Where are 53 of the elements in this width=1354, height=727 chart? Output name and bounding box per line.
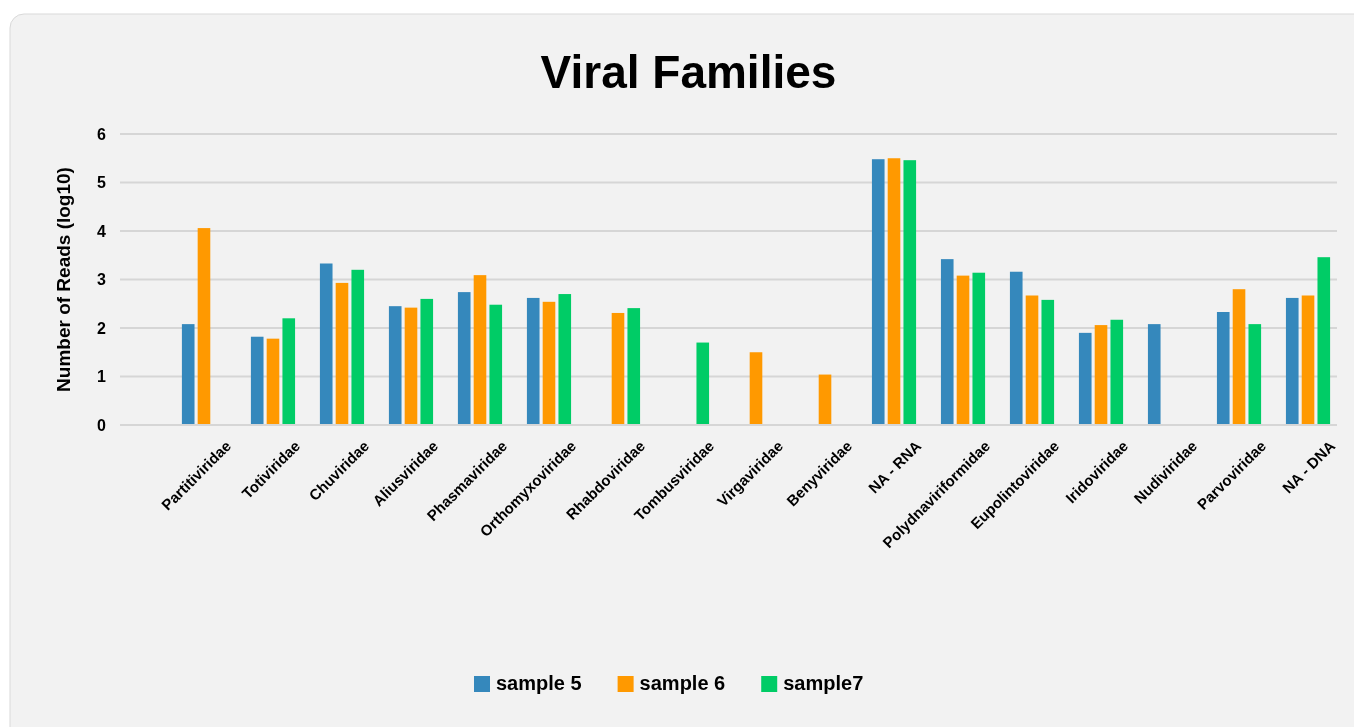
bar (887, 158, 901, 425)
bar (1285, 297, 1299, 425)
bar (1041, 299, 1055, 425)
bar (1094, 325, 1108, 425)
bar (457, 292, 471, 425)
bar (542, 301, 556, 425)
legend-label: sample7 (783, 672, 864, 694)
bar (1009, 271, 1023, 425)
bar (1216, 312, 1230, 425)
bar (420, 298, 434, 425)
bar (282, 318, 296, 425)
bar (1147, 324, 1161, 425)
bar (903, 160, 917, 425)
bar (250, 336, 264, 425)
bar (526, 297, 540, 425)
bar (940, 259, 954, 425)
bar (319, 263, 333, 425)
bar (197, 228, 211, 425)
bar (1025, 295, 1039, 425)
bar (1301, 295, 1315, 425)
bar (871, 159, 885, 425)
bar (181, 324, 195, 425)
bar (749, 352, 763, 425)
bar (1078, 332, 1092, 425)
bar (1317, 257, 1331, 425)
chart-title: Viral Families (540, 46, 837, 98)
bar (404, 307, 418, 425)
y-tick-label: 4 (97, 222, 107, 240)
bar (489, 304, 503, 425)
y-tick-label: 5 (97, 174, 107, 192)
bar (473, 275, 487, 425)
bar (266, 338, 280, 425)
y-tick-label: 0 (97, 416, 107, 434)
y-tick-label: 3 (97, 271, 107, 289)
bar (335, 282, 349, 425)
bar (1110, 319, 1124, 425)
y-tick-label: 1 (97, 368, 107, 386)
bar (351, 269, 365, 425)
bar (818, 374, 832, 425)
legend-label: sample 5 (496, 672, 582, 694)
y-tick-label: 6 (97, 125, 107, 143)
bar (558, 294, 572, 425)
bar (611, 312, 625, 425)
bar (388, 306, 402, 425)
legend-label: sample 6 (639, 672, 726, 694)
y-tick-label: 2 (97, 319, 107, 337)
y-axis-title: Number of Reads (log10) (53, 167, 74, 392)
bar (956, 275, 970, 425)
bar (1232, 289, 1246, 425)
bar (1248, 324, 1262, 425)
bar (696, 342, 710, 425)
bar (972, 272, 986, 425)
bar (627, 308, 641, 425)
